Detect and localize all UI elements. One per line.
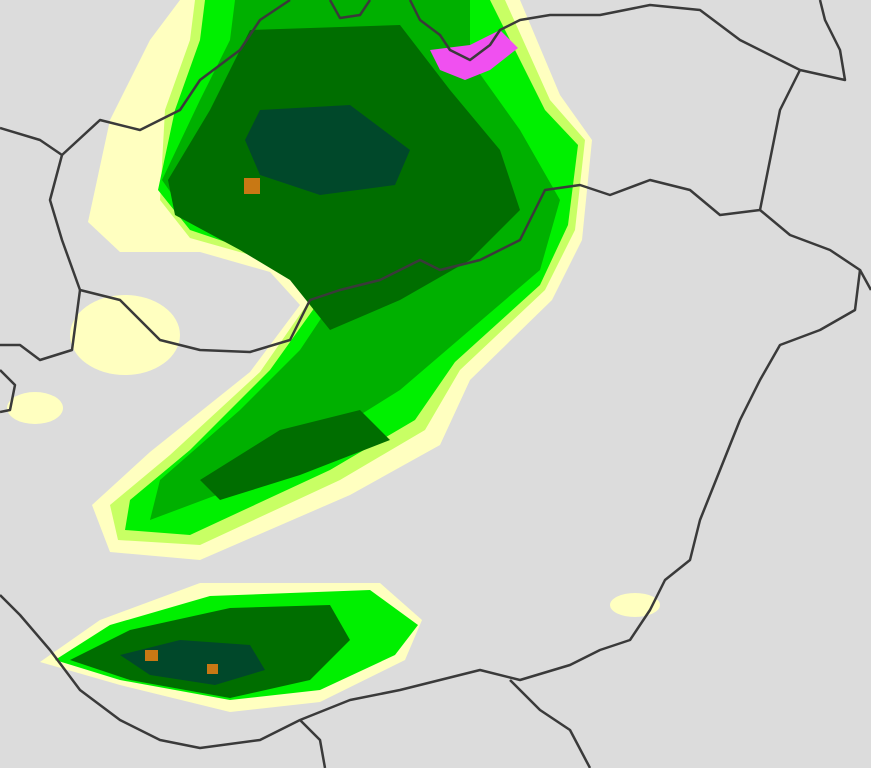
border-line-7 (758, 69, 802, 211)
border-line-2 (0, 289, 82, 362)
precip-magenta-cell (430, 30, 518, 80)
border-line-5 (328, 0, 372, 20)
precip-band-south (40, 583, 422, 712)
precip-orange-cell-south-2 (207, 664, 218, 674)
border-line-4 (61, 0, 291, 156)
border-line-9 (509, 679, 592, 768)
precip-band-north (88, 0, 592, 560)
precip-darkest-green-core (245, 105, 410, 195)
precip-patches-scattered (7, 295, 660, 617)
precip-dark-green-streak (200, 410, 390, 500)
precip-patch-east (610, 593, 660, 617)
border-line-8 (858, 269, 871, 291)
border-line-6 (408, 0, 847, 82)
precip-patch-west (70, 295, 180, 375)
border-line-10 (299, 719, 327, 768)
border-line-3 (0, 369, 17, 414)
precip-orange-cell-south-1 (145, 650, 158, 661)
precip-patch-far-west (7, 392, 63, 424)
precip-orange-cell (244, 178, 260, 194)
